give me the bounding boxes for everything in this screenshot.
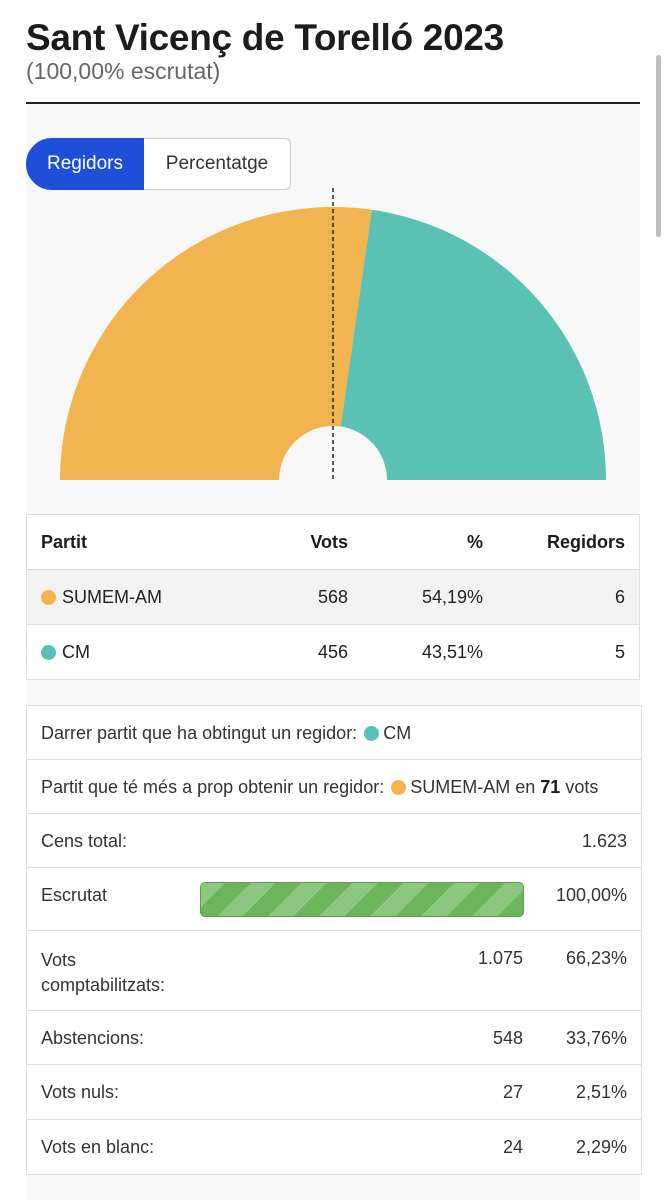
party-votes: 456: [271, 624, 348, 680]
party-seats: 6: [483, 569, 640, 625]
party-color-dot: [391, 780, 407, 795]
census-value: 1.623: [581, 831, 627, 851]
header-percent: %: [348, 514, 483, 570]
party-percent: 54,19%: [348, 569, 483, 625]
closest-seat-party: SUMEM-AM: [410, 777, 511, 797]
null-votes-row: Vots nuls: 27 2,51%: [27, 1065, 641, 1120]
blank-percent: 2,29%: [575, 1137, 627, 1157]
scrutiny-row: Escrutat 100,00%: [27, 868, 641, 931]
seat-chart: [60, 188, 606, 482]
abstention-value: 548: [492, 1028, 523, 1048]
header: Sant Vicenç de Torelló 2023 (100,00% esc…: [26, 14, 640, 84]
party-seats: 5: [483, 624, 640, 680]
null-percent: 2,51%: [575, 1082, 627, 1102]
header-seats: Regidors: [483, 514, 640, 570]
page-subtitle: (100,00% escrutat): [26, 58, 221, 84]
closest-connector: en: [515, 777, 536, 797]
page-title: Sant Vicenç de Torelló 2023: [26, 17, 504, 58]
party-name: CM: [62, 641, 90, 662]
counted-value: 1.075: [477, 948, 523, 968]
table-row: SUMEM-AM 568 54,19% 6: [26, 569, 640, 625]
scrutiny-progress-bar: [200, 882, 524, 917]
party-color-dot: [41, 644, 56, 660]
title-divider: [26, 102, 640, 104]
counted-label-line1: Vots: [41, 950, 77, 970]
abstention-row: Abstencions: 548 33,76%: [27, 1011, 641, 1065]
abstention-label: Abstencions:: [41, 1028, 145, 1048]
blank-votes-row: Vots en blanc: 24 2,29%: [27, 1120, 641, 1174]
scrutiny-label: Escrutat: [41, 885, 108, 905]
toggle-percentage-button[interactable]: Percentatge: [144, 138, 291, 190]
scrollbar[interactable]: [656, 55, 661, 237]
seat-slice-cm: [340, 209, 606, 480]
view-toggle: Regidors Percentatge: [26, 138, 291, 190]
counted-label-line2: comptabilitzats:: [41, 975, 166, 995]
header-votes: Vots: [271, 514, 348, 570]
last-seat-label: Darrer partit que ha obtingut un regidor…: [41, 723, 358, 743]
census-row: Cens total: 1.623: [27, 814, 641, 868]
summary-panel: Darrer partit que ha obtingut un regidor…: [26, 705, 642, 1175]
table-row: CM 456 43,51% 5: [26, 624, 640, 680]
last-seat-party: CM: [383, 723, 412, 743]
party-color-dot: [364, 726, 380, 741]
counted-percent: 66,23%: [565, 948, 627, 968]
closest-votes: 71: [540, 777, 561, 797]
results-table: Partit Vots % Regidors SUMEM-AM 568 54,1…: [26, 514, 640, 680]
party-percent: 43,51%: [348, 624, 483, 680]
census-label: Cens total:: [41, 831, 128, 851]
blank-value: 24: [502, 1137, 523, 1157]
closest-seat-label: Partit que té més a prop obtenir un regi…: [41, 777, 385, 797]
seat-slice-sumem-am: [60, 206, 372, 481]
closest-unit: vots: [565, 777, 599, 797]
closest-seat-row: Partit que té més a prop obtenir un regi…: [27, 760, 641, 814]
party-name: SUMEM-AM: [62, 586, 162, 607]
abstention-percent: 33,76%: [565, 1028, 627, 1048]
scrutiny-value: 100,00%: [555, 885, 627, 905]
blank-label: Vots en blanc:: [41, 1137, 155, 1157]
table-header-row: Partit Vots % Regidors: [26, 514, 640, 570]
null-label: Vots nuls:: [41, 1082, 120, 1102]
toggle-seats-button[interactable]: Regidors: [26, 138, 144, 190]
last-seat-row: Darrer partit que ha obtingut un regidor…: [27, 706, 641, 760]
header-party: Partit: [26, 514, 271, 570]
counted-votes-row: Vots comptabilitzats: 1.075 66,23%: [27, 931, 641, 1011]
party-color-dot: [41, 589, 56, 605]
null-value: 27: [502, 1082, 523, 1102]
party-votes: 568: [271, 569, 348, 625]
